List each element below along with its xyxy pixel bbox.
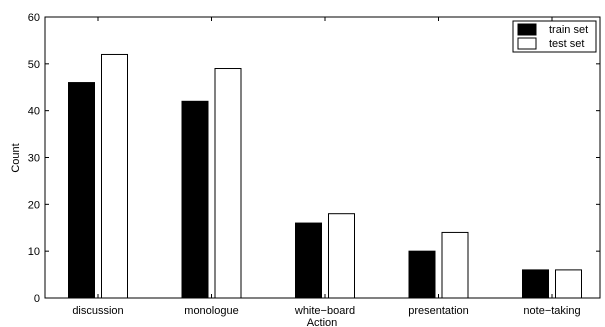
x-tick-label: presentation [408, 305, 469, 317]
y-tick-label: 40 [28, 106, 40, 118]
x-tick-label: note−taking [523, 305, 580, 317]
bar-train-4 [522, 269, 549, 299]
y-axis-label: Count [10, 143, 22, 172]
y-tick-label: 10 [28, 246, 40, 258]
y-tick-label: 50 [28, 59, 40, 71]
x-axis-label: Action [307, 317, 338, 327]
bar-train-3 [408, 250, 436, 299]
bar-test-4 [555, 269, 582, 299]
y-tick-label: 0 [34, 293, 40, 305]
legend-label-test: test set [549, 38, 584, 50]
x-tick-label: monologue [184, 305, 238, 317]
plot-area-frame [44, 16, 601, 299]
legend-swatch-test [517, 37, 537, 50]
ticks-layer: discussion monologue white−board presentati… [28, 12, 600, 317]
legend-label-train: train set [549, 24, 588, 36]
x-tick-label: discussion [72, 305, 123, 317]
bar-test-3 [441, 231, 469, 299]
y-tick-label: 60 [28, 12, 40, 24]
bar-train-2 [295, 222, 322, 299]
y-tick-label: 30 [28, 153, 40, 165]
y-tick-label: 20 [28, 199, 40, 211]
bars-layer [68, 53, 582, 299]
bar-test-0 [101, 53, 128, 299]
bar-test-1 [214, 68, 242, 299]
bar-train-0 [68, 82, 95, 299]
bar-train-1 [181, 100, 209, 299]
bar-test-2 [328, 213, 355, 299]
legend-swatch-train [517, 23, 537, 36]
legend: train set test set [512, 20, 597, 53]
x-tick-label: white−board [294, 305, 355, 317]
